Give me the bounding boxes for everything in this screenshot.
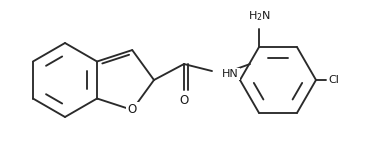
Text: H$_2$N: H$_2$N (247, 9, 270, 23)
Text: Cl: Cl (328, 75, 339, 85)
Text: O: O (179, 94, 189, 107)
Text: O: O (128, 103, 137, 116)
Text: HN: HN (222, 69, 239, 79)
